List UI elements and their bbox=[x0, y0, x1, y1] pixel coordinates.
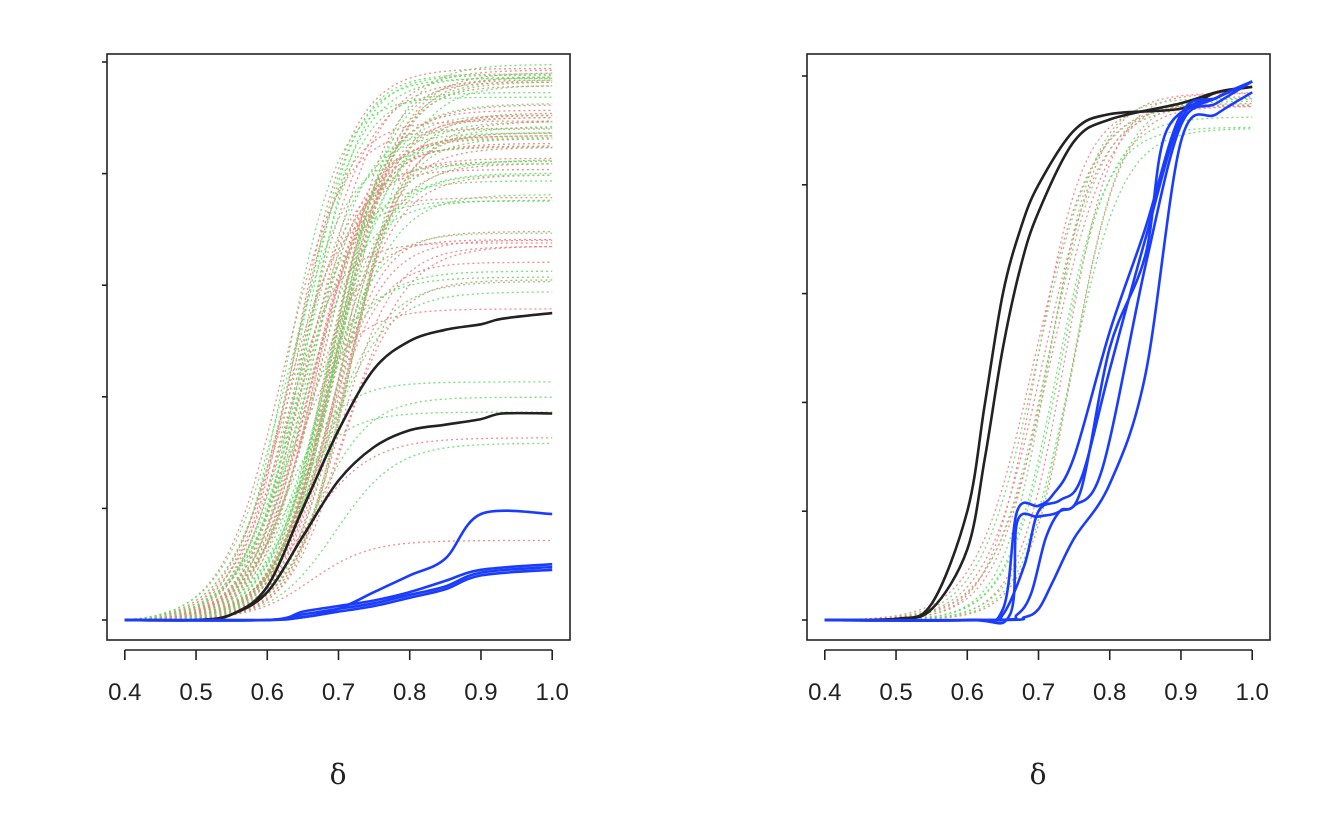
right-panel: 0.4 0.5 0.6 0.7 0.8 0.9 1.0 δ bbox=[802, 53, 1271, 791]
background-curve bbox=[824, 96, 1253, 621]
x-tick-label: 1.0 bbox=[536, 679, 569, 706]
background-curve bbox=[124, 200, 553, 621]
background-curves bbox=[124, 64, 553, 621]
plot-frame bbox=[106, 53, 571, 641]
x-tick-label: 1.0 bbox=[1236, 679, 1269, 706]
x-tick-label: 0.4 bbox=[808, 679, 841, 706]
background-curve bbox=[124, 180, 553, 621]
background-curve bbox=[124, 120, 553, 621]
blue-series-line-2 bbox=[824, 80, 1253, 623]
background-curve bbox=[124, 116, 553, 621]
background-curve bbox=[124, 132, 553, 621]
background-curve bbox=[124, 135, 553, 621]
background-curve bbox=[124, 128, 553, 621]
background-curve bbox=[124, 72, 553, 621]
background-curve bbox=[124, 132, 553, 621]
background-curve bbox=[124, 245, 553, 621]
background-curve bbox=[124, 160, 553, 621]
background-curve bbox=[124, 168, 553, 621]
curves-area bbox=[124, 64, 553, 622]
background-curve bbox=[124, 145, 553, 621]
background-curve bbox=[824, 98, 1253, 621]
background-curves bbox=[824, 92, 1253, 621]
black-series-line-0 bbox=[824, 85, 1253, 622]
background-curve bbox=[124, 442, 553, 621]
background-curve bbox=[124, 64, 553, 621]
background-curve bbox=[124, 69, 553, 621]
left-panel: 0.4 0.5 0.6 0.7 0.8 0.9 1.0 δ bbox=[102, 53, 571, 791]
background-curve bbox=[124, 121, 553, 621]
background-curve bbox=[824, 105, 1253, 621]
background-curve bbox=[124, 160, 553, 621]
background-curve bbox=[124, 79, 553, 621]
curves-area bbox=[824, 80, 1253, 625]
black-series-line-1 bbox=[124, 411, 553, 622]
blue-series-line-2 bbox=[124, 509, 553, 622]
x-tick-label: 0.5 bbox=[879, 679, 912, 706]
x-tick-label: 0.6 bbox=[951, 679, 984, 706]
background-curve bbox=[124, 142, 553, 621]
background-curve bbox=[824, 102, 1253, 621]
x-tick-label: 0.7 bbox=[1022, 679, 1055, 706]
background-curve bbox=[124, 67, 553, 621]
blue-series-line-6 bbox=[824, 91, 1253, 622]
background-curve bbox=[124, 79, 553, 621]
background-curve bbox=[824, 104, 1253, 621]
x-tick-label: 0.4 bbox=[108, 679, 141, 706]
plot-frame bbox=[806, 53, 1271, 641]
background-curve bbox=[124, 77, 553, 621]
background-curve bbox=[124, 230, 553, 621]
background-curve bbox=[824, 100, 1253, 621]
background-curve bbox=[124, 411, 553, 621]
background-curve bbox=[124, 308, 553, 621]
x-tick-label: 0.8 bbox=[393, 679, 426, 706]
background-curve bbox=[824, 126, 1253, 621]
background-curve bbox=[124, 76, 553, 621]
x-tick-label: 0.9 bbox=[1164, 679, 1197, 706]
background-curve bbox=[124, 121, 553, 621]
x-tick-label: 0.8 bbox=[1093, 679, 1126, 706]
background-curve bbox=[124, 77, 553, 621]
blue-series-line-5 bbox=[824, 80, 1253, 625]
background-curve bbox=[824, 92, 1253, 621]
background-curve bbox=[824, 92, 1253, 621]
background-curve bbox=[124, 117, 553, 621]
x-tick-label: 0.7 bbox=[322, 679, 355, 706]
background-curve bbox=[824, 128, 1253, 621]
background-curve bbox=[824, 97, 1253, 621]
x-axis-label: δ bbox=[1030, 758, 1047, 791]
background-curve bbox=[124, 381, 553, 621]
x-axis-label: δ bbox=[330, 758, 347, 791]
background-curve bbox=[124, 437, 553, 621]
blue-series-line-4 bbox=[124, 568, 553, 622]
background-curve bbox=[124, 196, 553, 621]
background-curve bbox=[124, 146, 553, 621]
x-tick-label: 0.6 bbox=[251, 679, 284, 706]
black-series-line-1 bbox=[824, 85, 1253, 622]
background-curve bbox=[124, 242, 553, 621]
background-curve bbox=[824, 116, 1253, 621]
background-curve bbox=[124, 96, 553, 621]
background-curve bbox=[124, 157, 553, 621]
blue-series-line-5 bbox=[124, 562, 553, 622]
background-curve bbox=[124, 232, 553, 621]
x-tick-label: 0.5 bbox=[179, 679, 212, 706]
x-tick-label: 0.9 bbox=[464, 679, 497, 706]
background-curve bbox=[124, 109, 553, 621]
